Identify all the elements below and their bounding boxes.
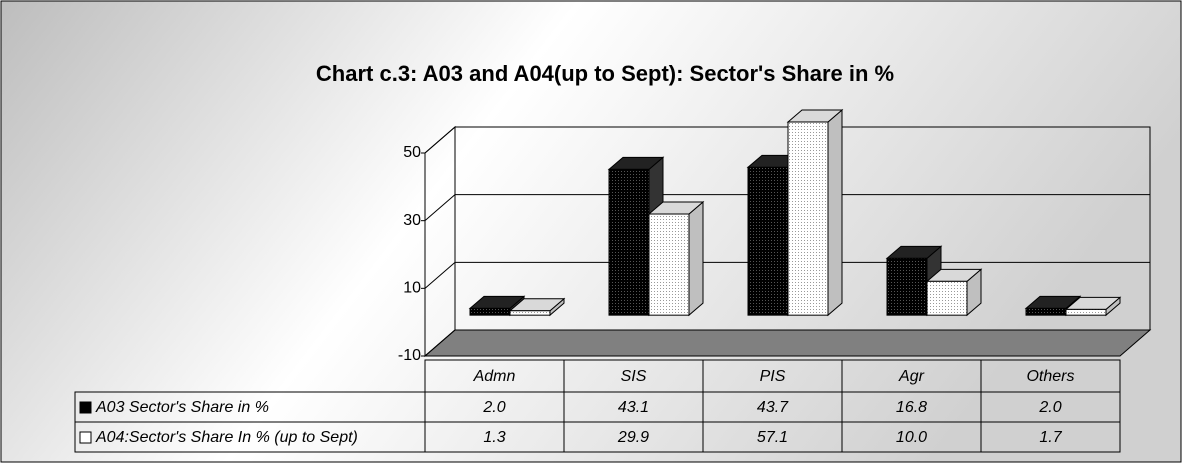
y-tick-label: 30 (403, 212, 421, 229)
legend-swatch (79, 431, 92, 444)
bar (1025, 307, 1067, 316)
grid-line (424, 261, 456, 289)
y-tick-label: 10 (403, 280, 421, 297)
x-tick-label: Others (1026, 368, 1074, 385)
legend-label: A03 Sector's Share in % (95, 399, 269, 416)
bar (509, 310, 551, 316)
floor (423, 329, 1152, 357)
value-label: 16.8 (896, 399, 927, 416)
bar (886, 257, 928, 316)
legend-label: A04:Sector's Share In % (up to Sept) (95, 429, 358, 446)
grid-line (424, 194, 456, 222)
x-tick-label: Admn (473, 368, 516, 385)
value-label: 10.0 (896, 429, 927, 446)
chart-title: Chart c.3: A03 and A04(up to Sept): Sect… (316, 61, 894, 86)
y-tick-label: 50 (403, 144, 421, 161)
bar-side (688, 200, 704, 317)
value-label: 43.1 (618, 399, 649, 416)
y-tick-label: -10 (398, 347, 421, 364)
grid-line (424, 126, 456, 154)
bar-side (827, 108, 843, 317)
value-label: 29.9 (617, 429, 649, 446)
bar (608, 168, 650, 316)
bar (648, 213, 690, 316)
x-tick-label: PIS (760, 368, 786, 385)
value-label: 43.7 (757, 399, 789, 416)
value-label: 2.0 (482, 399, 505, 416)
legend-swatch (79, 401, 92, 414)
data-table (74, 359, 1121, 453)
value-label: 1.7 (1039, 429, 1062, 446)
table-border (424, 359, 1121, 453)
bar (1065, 308, 1107, 316)
value-label: 2.0 (1038, 399, 1061, 416)
x-tick-label: Agr (898, 368, 925, 385)
bar (469, 307, 511, 316)
bar (787, 121, 829, 316)
bar (747, 166, 789, 316)
value-label: 57.1 (757, 429, 788, 446)
value-label: 1.3 (483, 429, 505, 446)
grid-line (424, 329, 456, 357)
x-tick-label: SIS (621, 368, 647, 385)
bar (926, 280, 968, 316)
